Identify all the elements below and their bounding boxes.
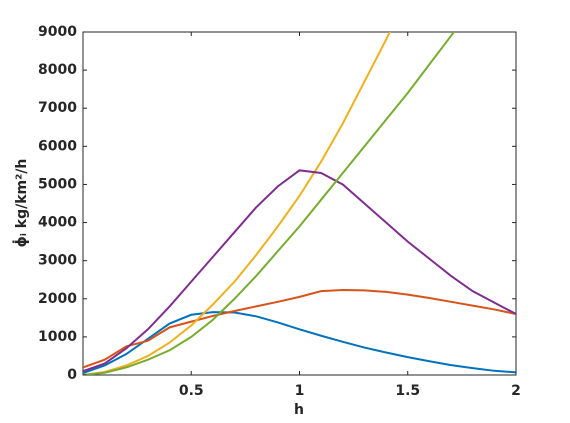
y-tick-label: 6000 xyxy=(38,138,77,154)
y-tick-label: 8000 xyxy=(38,62,77,78)
data-line xyxy=(83,311,516,375)
y-tick-label: 0 xyxy=(67,367,77,383)
data-line xyxy=(83,289,516,369)
y-tick-label: 2000 xyxy=(38,291,77,307)
data-line xyxy=(83,169,516,373)
y-tick-label: 5000 xyxy=(38,176,77,192)
y-tick-label: 7000 xyxy=(38,100,77,116)
data-line xyxy=(83,32,391,375)
y-tick-label: 3000 xyxy=(38,253,77,269)
x-axis-label: h xyxy=(294,402,304,418)
y-tick-label: 4000 xyxy=(38,215,77,231)
x-tick-label: 2 xyxy=(511,383,521,399)
plot-box xyxy=(82,31,517,376)
x-tick-label: 0.5 xyxy=(179,383,204,399)
y-tick-label: 1000 xyxy=(38,329,77,345)
x-tick-label: 1 xyxy=(295,383,305,399)
plot-lines xyxy=(83,32,516,375)
y-axis-label: ϕ̇ᵢ kg/km²/h xyxy=(11,159,30,248)
data-line xyxy=(83,32,456,375)
x-tick-label: 1.5 xyxy=(395,383,420,399)
y-tick-label: 9000 xyxy=(38,24,77,40)
